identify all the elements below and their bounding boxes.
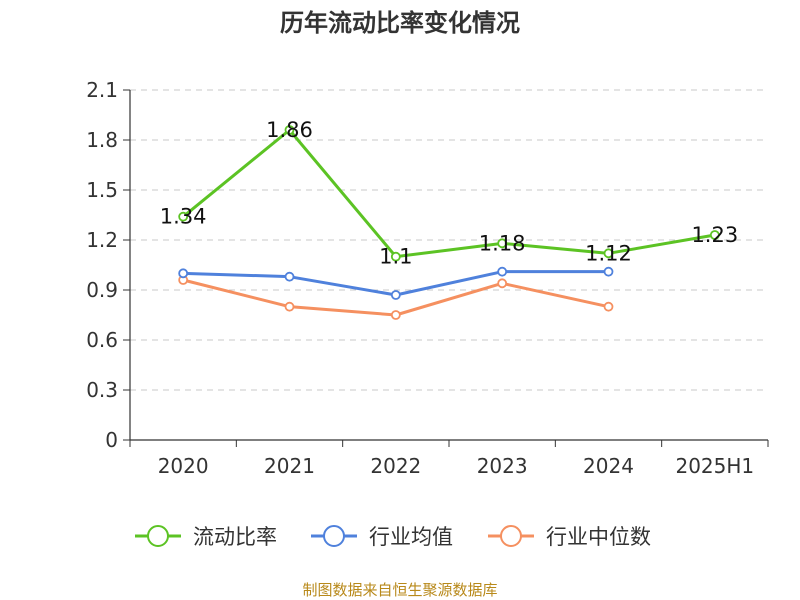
data-point xyxy=(709,230,720,240)
data-point xyxy=(284,301,295,312)
data-point xyxy=(390,251,401,262)
x-axis-ticks: 2020 2021 2022 2023 2024 2025H1 xyxy=(129,440,769,478)
y-tick-label: 2.1 xyxy=(86,78,118,102)
x-tick-label: 2023 xyxy=(477,454,528,478)
data-point xyxy=(390,290,401,300)
x-tick-label: 2025H1 xyxy=(675,454,754,478)
y-tick-label: 0.6 xyxy=(86,328,118,352)
data-point xyxy=(284,125,295,135)
data-point xyxy=(603,248,614,259)
axes xyxy=(129,90,768,441)
data-point xyxy=(603,301,614,312)
data-point xyxy=(497,266,508,277)
y-axis-ticks: 0 0.3 0.6 0.9 1.2 1.5 1.8 2.1 xyxy=(86,78,130,452)
grid-lines xyxy=(130,89,768,391)
data-label: 1.86 xyxy=(266,118,313,142)
data-labels: 1.34 1.86 1.1 1.18 1.12 1.23 xyxy=(160,118,738,269)
legend-label: 流动比率 xyxy=(193,525,277,549)
legend: 流动比率 行业均值 行业中位数 xyxy=(135,525,651,549)
chart-title: 历年流动比率变化情况 xyxy=(280,9,520,37)
x-tick-label: 2022 xyxy=(370,454,421,478)
source-note: 制图数据来自恒生聚源数据库 xyxy=(302,581,497,599)
data-point xyxy=(603,266,614,277)
y-tick-label: 1.8 xyxy=(86,128,118,152)
data-label: 1.12 xyxy=(585,241,632,265)
legend-marker-icon xyxy=(323,525,345,547)
data-point xyxy=(497,238,508,249)
data-label: 1.18 xyxy=(479,231,526,255)
series-line xyxy=(182,128,716,259)
legend-marker-icon xyxy=(500,525,522,547)
x-tick-label: 2024 xyxy=(583,454,634,478)
x-tick-label: 2021 xyxy=(264,454,315,478)
y-tick-label: 0.9 xyxy=(86,278,118,302)
data-label: 1.1 xyxy=(379,245,412,269)
legend-label: 行业均值 xyxy=(369,525,453,549)
data-point xyxy=(284,271,295,282)
legend-marker-icon xyxy=(147,525,169,547)
y-tick-label: 0.3 xyxy=(86,378,118,402)
y-tick-label: 1.5 xyxy=(86,178,118,202)
data-point xyxy=(390,310,401,320)
data-label: 1.23 xyxy=(691,223,738,247)
data-point xyxy=(497,278,508,289)
legend-label: 行业中位数 xyxy=(546,525,651,549)
y-tick-label: 0 xyxy=(105,428,118,452)
data-point xyxy=(178,268,189,279)
series-group xyxy=(178,125,720,320)
legend-item[interactable]: 行业均值 xyxy=(311,525,453,549)
data-label: 1.34 xyxy=(160,205,207,229)
data-point xyxy=(178,211,189,222)
x-tick-label: 2020 xyxy=(158,454,209,478)
legend-item[interactable]: 行业中位数 xyxy=(488,525,651,549)
legend-item[interactable]: 流动比率 xyxy=(135,525,277,549)
y-tick-label: 1.2 xyxy=(86,228,118,252)
